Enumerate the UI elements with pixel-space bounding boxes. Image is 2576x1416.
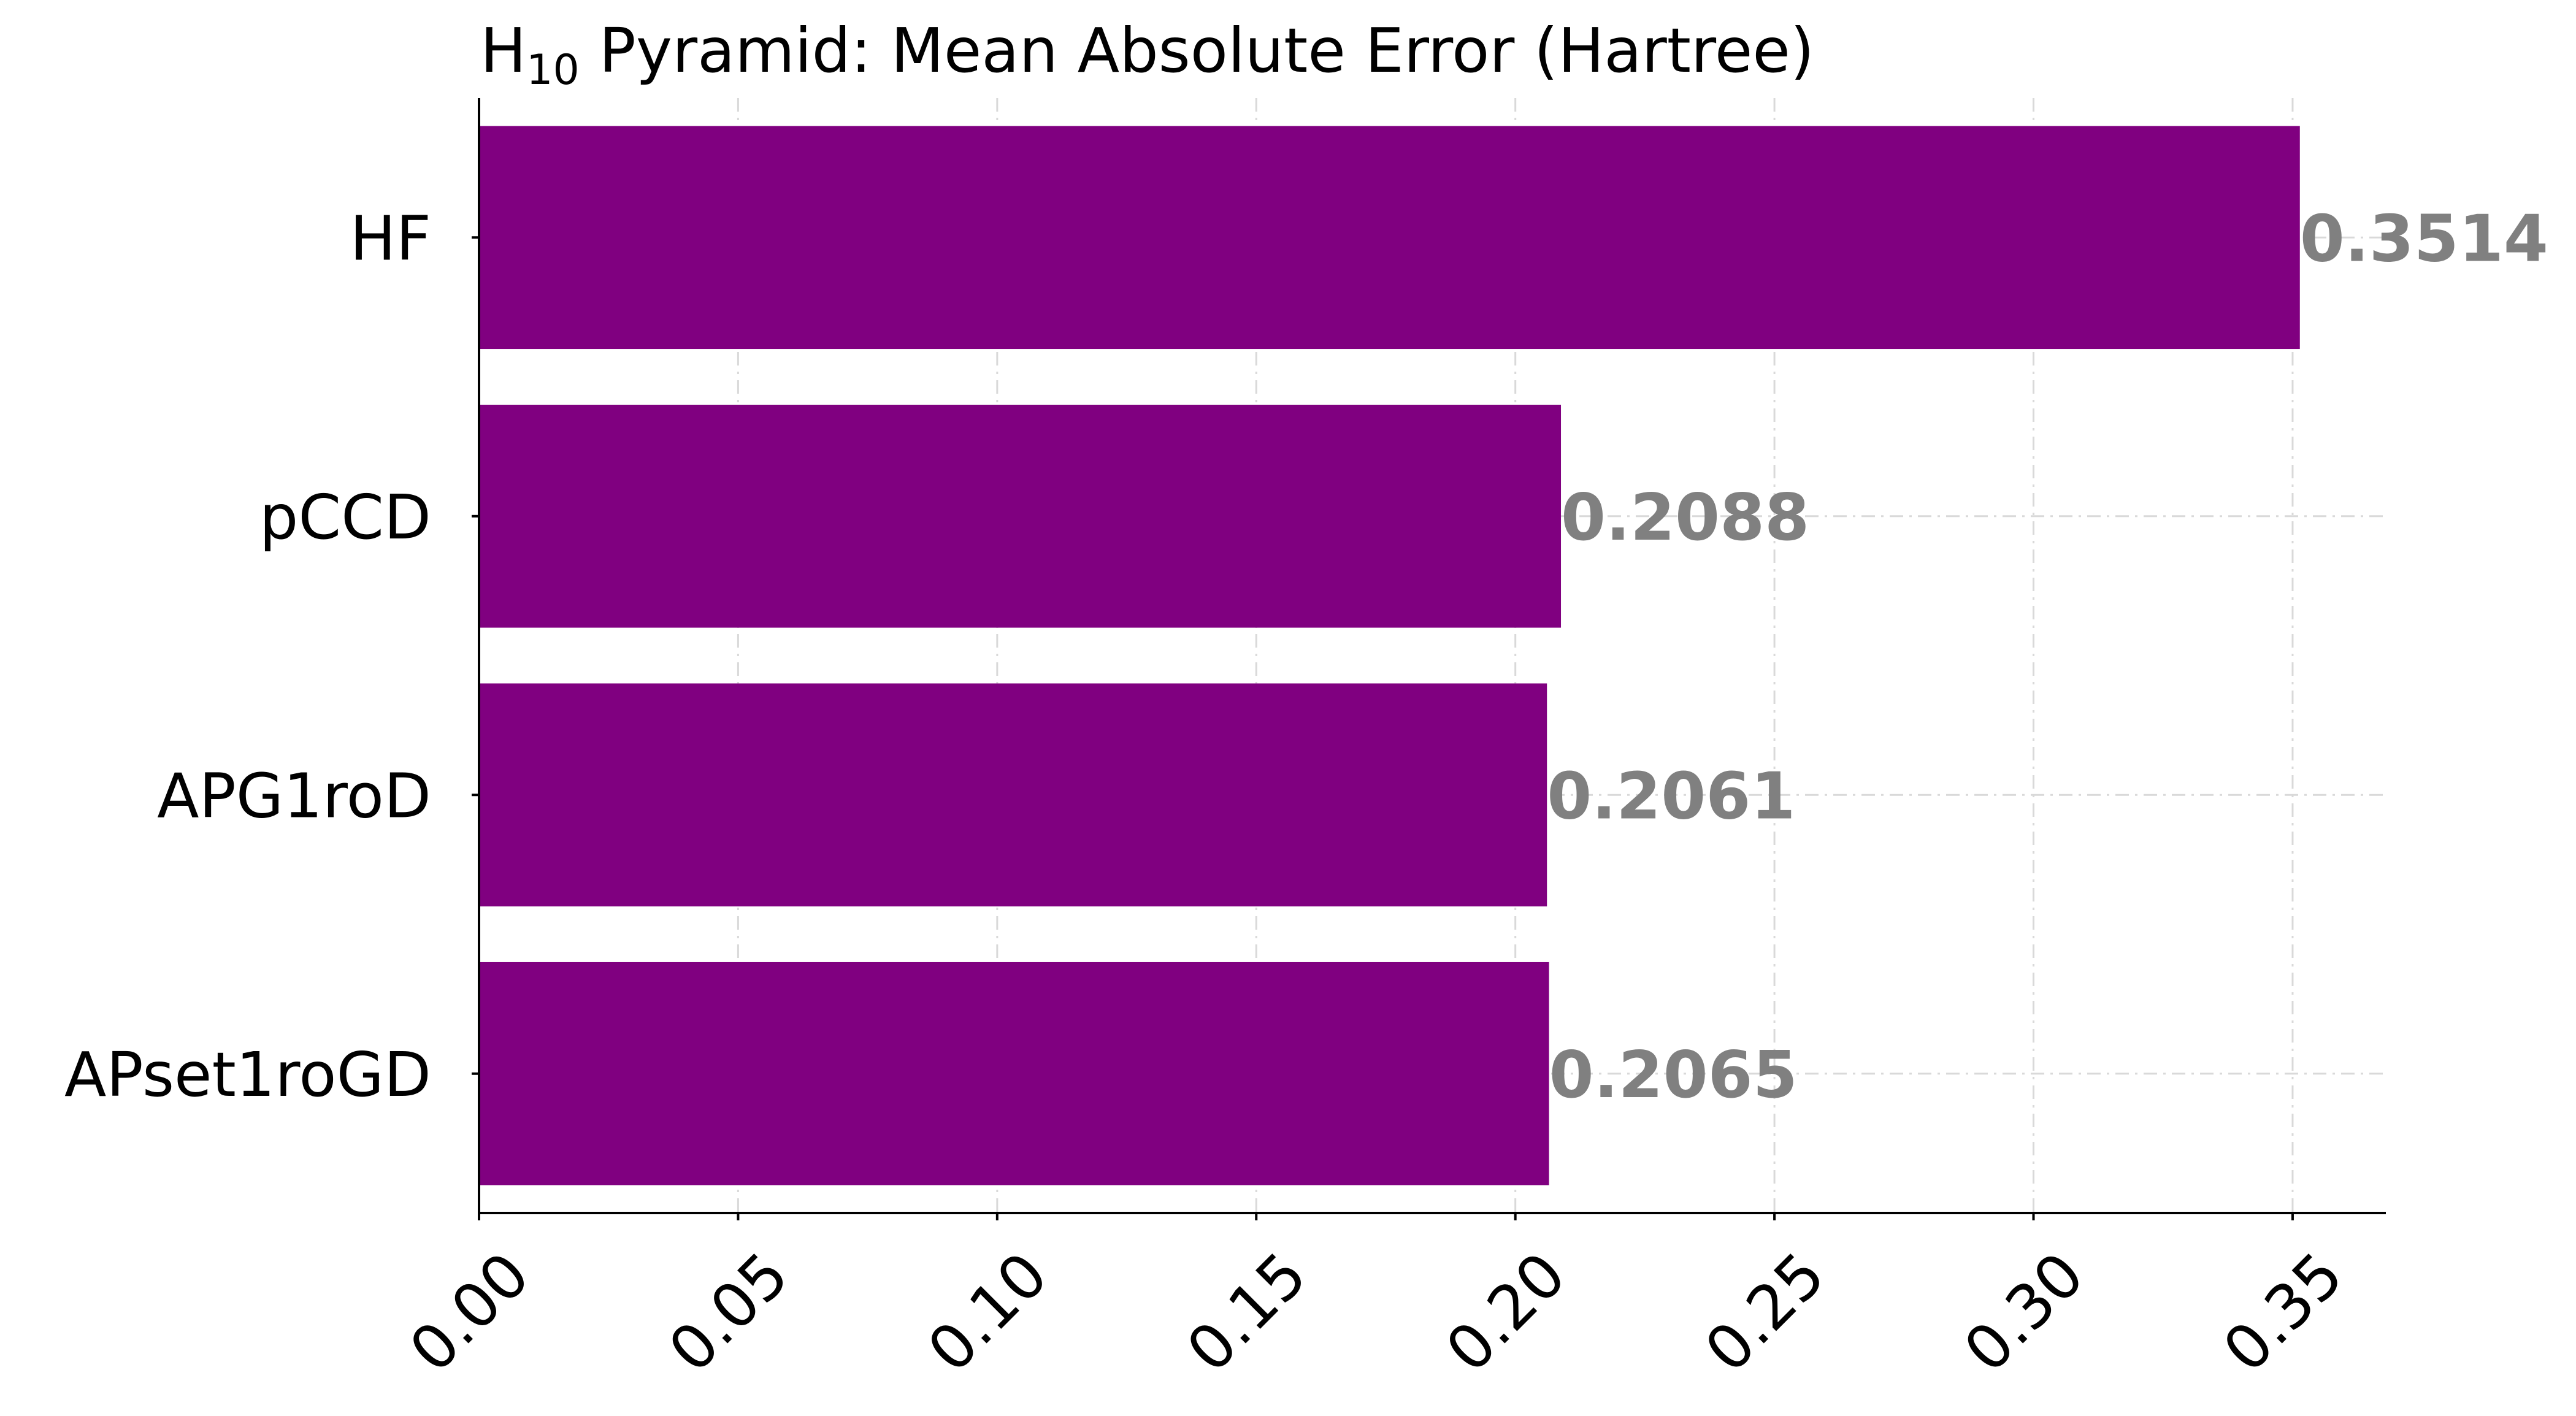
x-tick-label: 0.15 — [1173, 1239, 1321, 1386]
chart-title-rest: Pyramid: Mean Absolute Error (Hartree) — [580, 15, 1814, 86]
labels-layer: 0.3514 HF 0.2088 pCCD 0.2061 APG1roD 0.2065 APs… — [64, 201, 2548, 1386]
x-tick-label: 0.35 — [2209, 1239, 2356, 1386]
y-tick-label: APset1roGD — [64, 1039, 431, 1111]
bars-layer — [479, 126, 2300, 1185]
bar-hf — [479, 126, 2300, 350]
chart-title: H10 Pyramid: Mean Absolute Error (Hartre… — [480, 15, 1814, 94]
chart-title-base: H — [480, 15, 526, 86]
chart-title-subscript: 10 — [526, 46, 580, 94]
axes-layer — [472, 98, 2386, 1220]
x-tick-label: 0.30 — [1950, 1239, 2098, 1386]
x-tick-label: 0.00 — [396, 1239, 543, 1386]
x-tick-label: 0.05 — [655, 1239, 802, 1386]
value-label-apg1rod: 0.2061 — [1547, 759, 1795, 833]
x-tick-label: 0.20 — [1432, 1239, 1579, 1386]
x-tick-label: 0.25 — [1692, 1239, 1839, 1386]
bar-apg1rod — [479, 683, 1547, 907]
y-tick-label: pCCD — [259, 481, 431, 553]
value-label-apset1rogd: 0.2065 — [1549, 1038, 1798, 1112]
bar-apset1rogd — [479, 962, 1549, 1185]
bar-pccd — [479, 404, 1562, 628]
x-tick-label: 0.10 — [914, 1239, 1061, 1386]
y-tick-label: APG1roD — [157, 760, 431, 832]
value-label-hf: 0.3514 — [2300, 201, 2548, 276]
y-tick-label: HF — [350, 202, 431, 274]
value-label-pccd: 0.2088 — [1561, 480, 1809, 555]
